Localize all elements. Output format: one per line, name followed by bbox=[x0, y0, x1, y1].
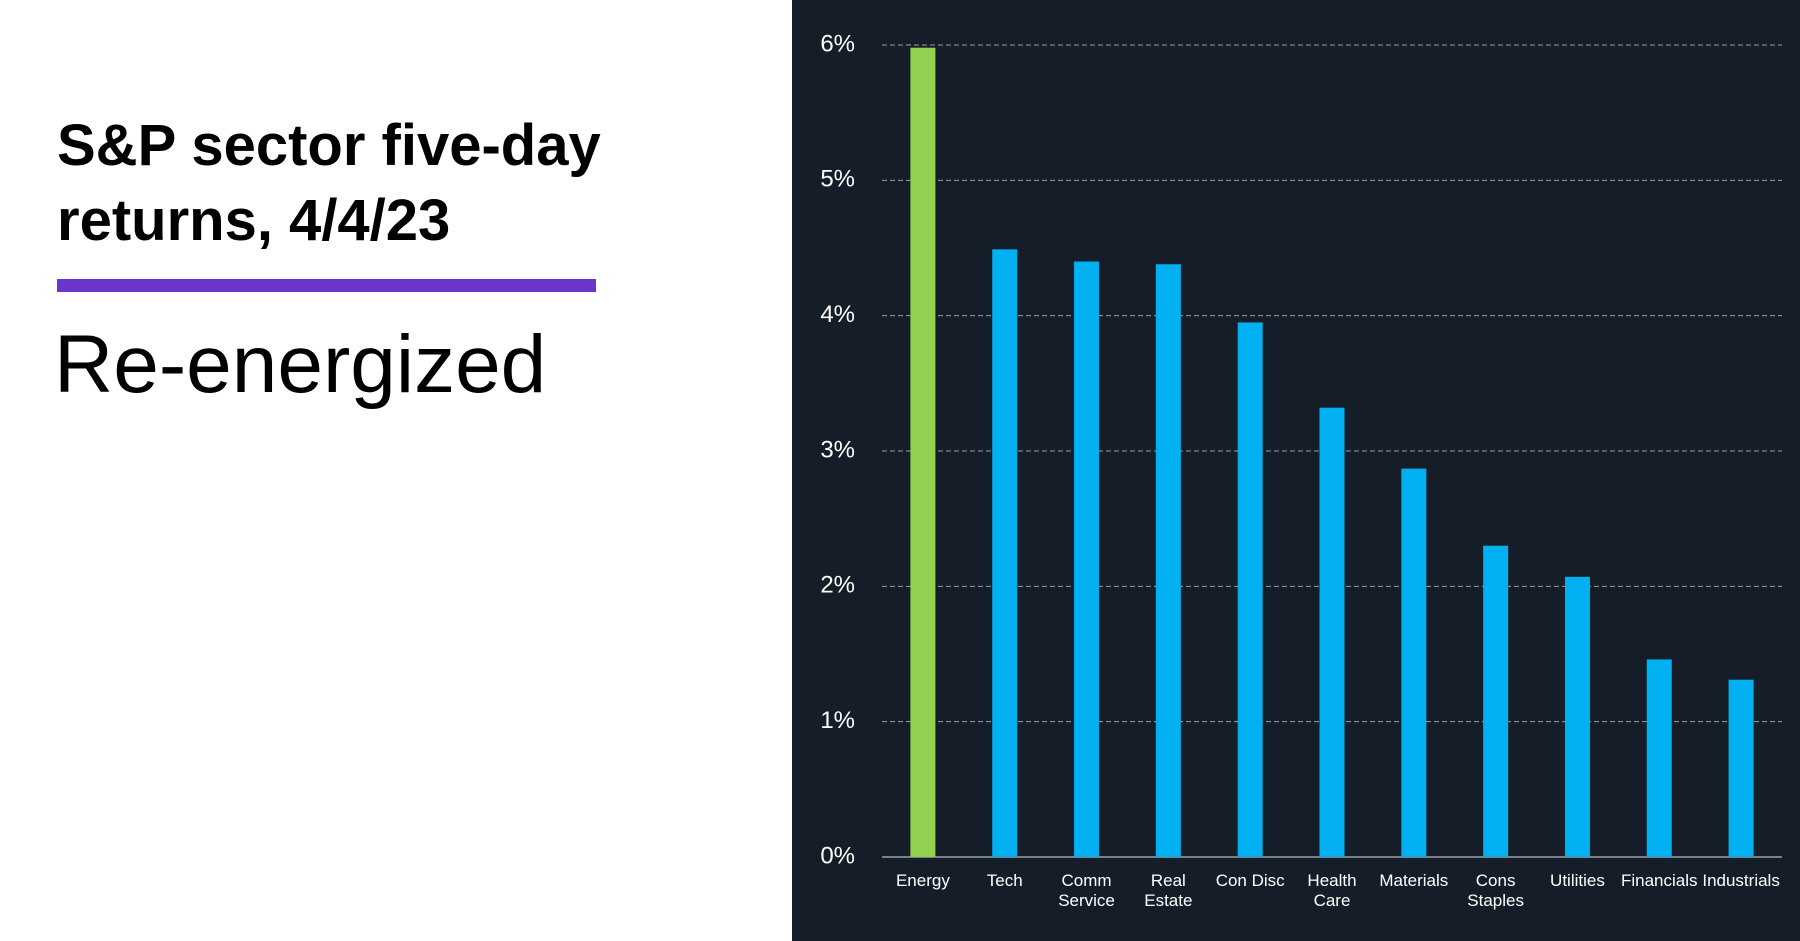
x-tick-label: Cons Staples bbox=[1467, 871, 1524, 910]
x-tick-label: Health Care bbox=[1307, 871, 1356, 910]
x-tick-label: Real Estate bbox=[1144, 871, 1192, 910]
bar bbox=[1728, 679, 1754, 857]
bar bbox=[1564, 576, 1590, 857]
x-tick-label-line: Comm bbox=[1062, 871, 1112, 890]
x-tick-label-line: Energy bbox=[896, 871, 950, 890]
y-tick-label: 6% bbox=[820, 30, 855, 57]
x-tick-label: Materials bbox=[1379, 871, 1448, 890]
x-tick-label: Industrials bbox=[1702, 871, 1779, 890]
subtitle: Re-energized bbox=[54, 319, 547, 410]
x-tick-label-line: Service bbox=[1058, 891, 1115, 910]
bar bbox=[1401, 468, 1427, 857]
x-tick-label: Tech bbox=[987, 871, 1023, 890]
bar bbox=[1646, 659, 1672, 857]
y-tick-label: 4% bbox=[820, 301, 855, 328]
x-tick-label-line: Staples bbox=[1467, 891, 1524, 910]
y-tick-label: 3% bbox=[820, 436, 855, 463]
x-tick-label-line: Industrials bbox=[1702, 871, 1779, 890]
y-tick-label: 5% bbox=[820, 166, 855, 193]
x-tick-label: Energy bbox=[896, 871, 950, 890]
bar bbox=[1319, 407, 1345, 857]
x-tick-label-line: Real bbox=[1151, 871, 1186, 890]
bar bbox=[1483, 545, 1509, 857]
x-tick-label-line: Con Disc bbox=[1216, 871, 1285, 890]
x-tick-label-line: Cons bbox=[1476, 871, 1516, 890]
title: S&P sector five-day returns, 4/4/23 bbox=[57, 113, 601, 253]
x-tick-label-line: Financials bbox=[1621, 871, 1698, 890]
x-tick-label-line: Estate bbox=[1144, 891, 1192, 910]
x-tick-label: Comm Service bbox=[1058, 871, 1115, 910]
bar bbox=[910, 47, 936, 857]
bar bbox=[1074, 261, 1100, 857]
bar bbox=[1155, 264, 1181, 857]
x-tick-label-line: Health bbox=[1307, 871, 1356, 890]
x-tick-label-line: Care bbox=[1314, 891, 1351, 910]
x-tick-label: Financials bbox=[1621, 871, 1698, 890]
bar bbox=[1237, 322, 1263, 857]
chart-background bbox=[792, 0, 1800, 941]
title-rule bbox=[57, 279, 596, 292]
x-tick-label-line: Tech bbox=[987, 871, 1023, 890]
y-tick-label: 1% bbox=[820, 707, 855, 734]
x-tick-label: Utilities bbox=[1550, 871, 1605, 890]
y-tick-label: 0% bbox=[820, 842, 855, 869]
bar bbox=[992, 249, 1018, 857]
x-tick-label-line: Materials bbox=[1379, 871, 1448, 890]
y-tick-label: 2% bbox=[820, 572, 855, 599]
x-tick-label: Con Disc bbox=[1216, 871, 1285, 890]
x-tick-label-line: Utilities bbox=[1550, 871, 1605, 890]
